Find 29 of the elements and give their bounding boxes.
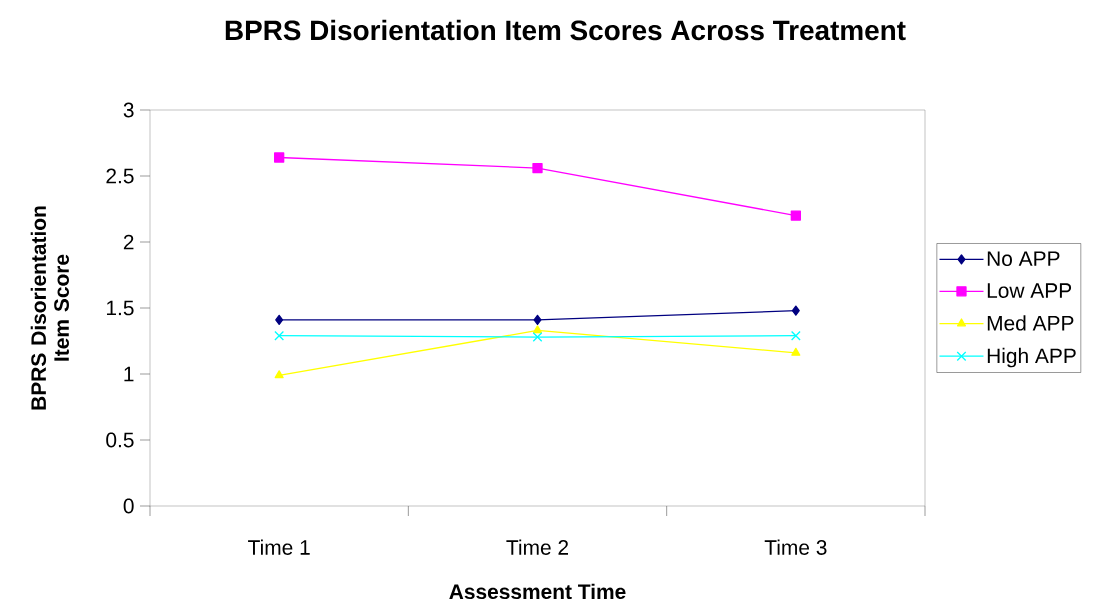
point	[790, 330, 801, 341]
x-tick-label: Time 3	[764, 539, 827, 555]
y-tick-label: 3	[123, 102, 134, 118]
point	[791, 305, 800, 316]
y-tick-label: 0	[123, 498, 134, 514]
point	[274, 330, 285, 341]
point	[275, 314, 284, 326]
point	[274, 152, 285, 163]
y-tick-label: 0.5	[106, 432, 134, 448]
point	[790, 210, 801, 221]
x-axis-title: Assessment Time	[449, 583, 626, 600]
y-axis-title: BPRS Disorientation Item Score	[30, 206, 69, 410]
point	[533, 314, 542, 326]
legend-label: No APP	[987, 251, 1060, 267]
legend-label: Med APP	[987, 315, 1074, 331]
y-tick-label: 1	[124, 366, 134, 382]
x-tick-label: Time 2	[506, 539, 569, 555]
y-tick-label: 2	[123, 234, 134, 250]
y-tick-label: 1.5	[106, 300, 134, 316]
point	[532, 162, 543, 174]
legend-label: High APP	[987, 347, 1076, 368]
chart-title: BPRS Disorientation Item Scores Across Treatment	[225, 19, 906, 41]
x-tick-label: Time 1	[248, 539, 310, 555]
point	[791, 347, 801, 356]
point	[274, 370, 284, 379]
point	[532, 332, 543, 342]
point	[532, 325, 543, 334]
y-tick-label: 2.5	[106, 168, 134, 184]
legend-label: Low APP	[987, 283, 1072, 298]
